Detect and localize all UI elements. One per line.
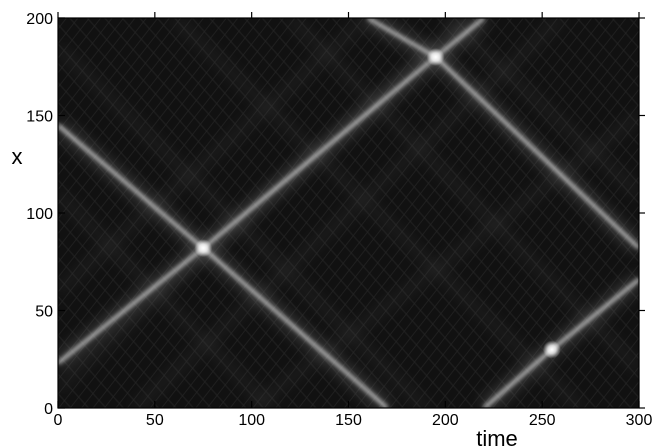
x-tick-label: 300 <box>626 412 653 429</box>
bright-spot <box>194 239 213 258</box>
bright-spot <box>542 340 561 359</box>
x-axis-label: time <box>476 426 518 448</box>
y-tick-label: 200 <box>26 11 53 28</box>
bright-spots <box>194 48 561 359</box>
faint-diagonal <box>170 18 585 408</box>
x-tick-label: 100 <box>238 412 265 429</box>
faint-diagonal <box>248 111 639 408</box>
x-tick-label: 250 <box>529 412 556 429</box>
x-tick-label: 50 <box>146 412 164 429</box>
x-tick-label: 150 <box>335 412 362 429</box>
y-tick-label: 150 <box>26 109 53 126</box>
x-axis: 0 50 100 150 200 250 300 <box>54 12 653 429</box>
plot-area <box>58 18 639 408</box>
bright-spot <box>426 48 445 66</box>
y-tick-label: 100 <box>26 206 53 223</box>
faint-diagonal <box>286 18 639 373</box>
x-tick-label: 0 <box>54 412 63 429</box>
y-axis-label: x <box>12 144 23 169</box>
faint-diagonal <box>58 189 275 408</box>
trace-line <box>58 18 486 365</box>
y-tick-label: 0 <box>44 401 53 418</box>
faint-diagonal <box>441 18 639 198</box>
x-tick-label: 200 <box>432 412 459 429</box>
y-tick-label: 50 <box>35 304 53 321</box>
y-axis: 0 50 100 150 200 <box>26 11 645 418</box>
